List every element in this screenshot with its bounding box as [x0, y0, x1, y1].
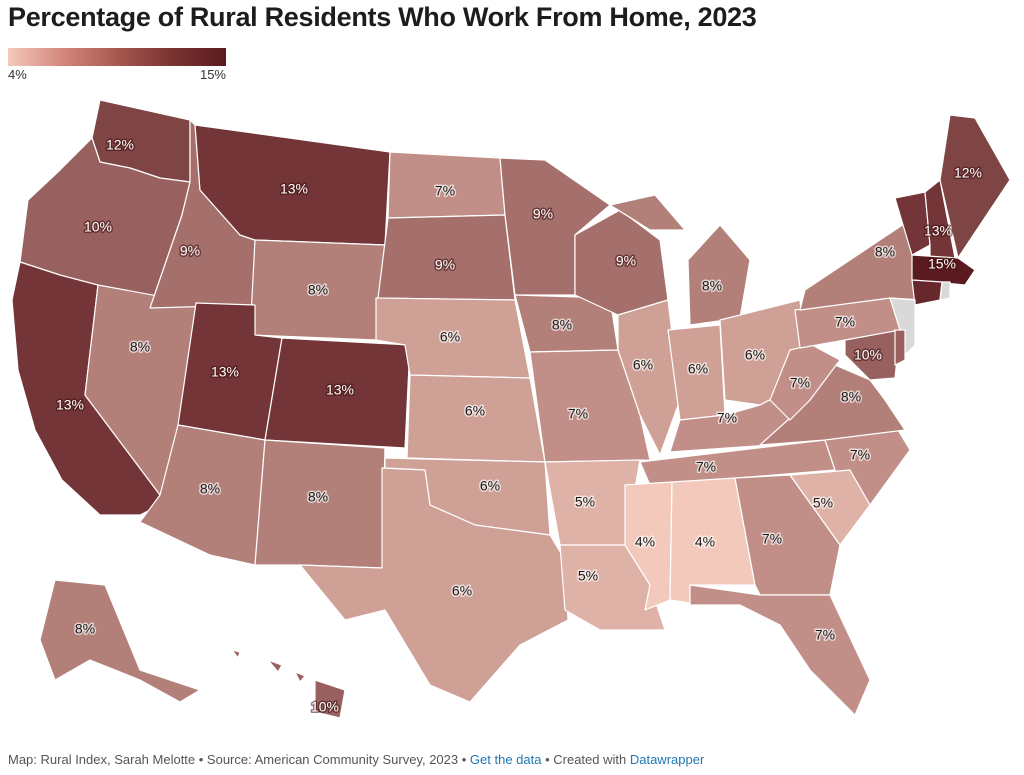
map-title: Percentage of Rural Residents Who Work F… — [8, 2, 757, 32]
state-label-md: 10% — [854, 347, 882, 363]
state-label-il: 6% — [633, 357, 653, 373]
state-label-ky: 7% — [717, 410, 737, 426]
legend-min-label: 4% — [8, 67, 27, 82]
state-label-wa: 12% — [106, 137, 134, 153]
get-data-link[interactable]: Get the data — [469, 752, 542, 767]
state-label-wy: 8% — [308, 282, 328, 298]
state-label-ms: 4% — [635, 534, 655, 550]
state-tx[interactable] — [299, 467, 569, 703]
state-mi[interactable] — [609, 194, 751, 326]
state-label-nh: 13% — [924, 223, 952, 239]
state-label-nd: 7% — [435, 183, 455, 199]
state-nc[interactable] — [769, 424, 911, 506]
state-label-mt: 13% — [280, 181, 308, 197]
state-label-id: 9% — [180, 243, 200, 259]
state-ny[interactable] — [799, 219, 923, 311]
footer-separator: • Created with — [541, 752, 630, 767]
state-label-ma: 15% — [928, 256, 956, 272]
state-label-pa: 7% — [835, 314, 855, 330]
state-nj[interactable] — [889, 297, 916, 361]
state-label-nv: 8% — [130, 339, 150, 355]
state-fl[interactable] — [689, 584, 871, 716]
state-label-ak: 8% — [75, 621, 95, 637]
state-label-hi: 10% — [311, 699, 339, 715]
state-label-sd: 9% — [435, 257, 455, 273]
state-label-ne: 6% — [440, 329, 460, 345]
state-ak[interactable] — [39, 579, 201, 703]
state-il[interactable] — [617, 299, 681, 456]
source-footer: Map: Rural Index, Sarah Melotte • Source… — [8, 752, 704, 767]
us-choropleth-map: 12% 10% 13% 8% 9% 13% 8% 13% 13% 8% 8% 7% 9% 6% 6% 6% 6%… — [11, 99, 1011, 719]
datawrapper-link[interactable]: Datawrapper — [629, 752, 705, 767]
state-label-or: 10% — [84, 219, 112, 235]
state-label-ga: 7% — [762, 531, 782, 547]
state-label-ar: 5% — [575, 494, 595, 510]
state-label-wv: 7% — [790, 375, 810, 391]
state-label-la: 5% — [578, 568, 598, 584]
state-label-al: 4% — [695, 534, 715, 550]
state-mo[interactable] — [529, 349, 651, 463]
state-label-ok: 6% — [480, 478, 500, 494]
state-label-mn: 9% — [533, 206, 553, 222]
source-credit: Map: Rural Index, Sarah Melotte • Source… — [8, 752, 470, 767]
state-label-tx: 6% — [452, 583, 472, 599]
state-label-mi: 8% — [702, 278, 722, 294]
state-label-mo: 7% — [568, 406, 588, 422]
state-label-va: 8% — [841, 389, 861, 405]
state-label-wi: 9% — [616, 253, 636, 269]
state-ri[interactable] — [939, 281, 951, 301]
state-label-ks: 6% — [465, 403, 485, 419]
color-legend: 4% 15% — [8, 48, 226, 82]
state-de[interactable] — [894, 329, 906, 366]
state-label-az: 8% — [200, 481, 220, 497]
state-ct[interactable] — [911, 279, 943, 306]
state-ma[interactable] — [911, 254, 976, 286]
state-label-co: 13% — [326, 382, 354, 398]
state-label-ny: 8% — [875, 244, 895, 260]
state-label-oh: 6% — [745, 347, 765, 363]
state-label-fl: 7% — [815, 627, 835, 643]
state-label-nc: 7% — [850, 447, 870, 463]
state-label-in: 6% — [688, 361, 708, 377]
legend-max-label: 15% — [199, 67, 226, 82]
state-label-me: 12% — [954, 165, 982, 181]
state-label-sc: 5% — [813, 495, 833, 511]
state-label-ca: 13% — [56, 397, 84, 413]
state-label-nm: 8% — [308, 489, 328, 505]
state-label-ia: 8% — [552, 317, 572, 333]
state-label-ut: 13% — [211, 364, 239, 380]
state-co[interactable] — [264, 337, 411, 449]
state-label-tn: 7% — [696, 459, 716, 475]
state-hi[interactable] — [231, 649, 346, 719]
legend-gradient-bar — [8, 48, 226, 66]
